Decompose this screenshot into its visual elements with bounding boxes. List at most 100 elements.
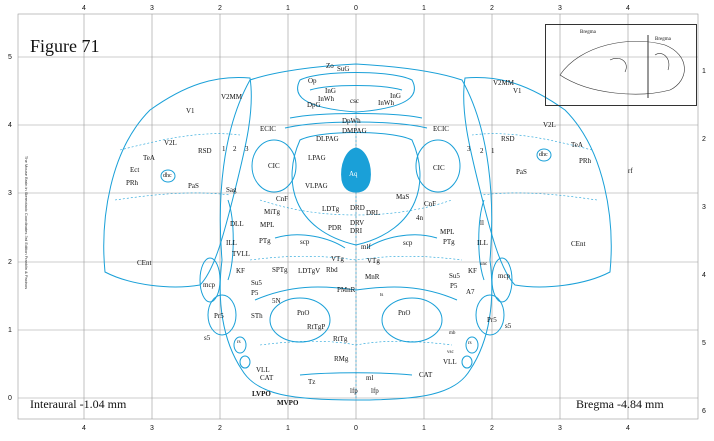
label-ptg-right: PTg <box>443 238 455 246</box>
label-lpag: LPAG <box>308 154 326 162</box>
axis-bottom-tick: 4 <box>626 425 630 432</box>
label-cic-right: CIC <box>433 164 445 172</box>
label-ill-left: ILL <box>226 239 237 247</box>
label-ing-left: InG <box>325 87 336 95</box>
label-a7: A7 <box>466 288 475 296</box>
label-rsd-right: RSD <box>501 135 515 143</box>
axis-bottom-tick: 1 <box>422 425 426 432</box>
label-tvll: TVLL <box>232 250 250 258</box>
axis-bottom-tick: 2 <box>490 425 494 432</box>
label-p5-left: P5 <box>251 289 259 297</box>
label-mpl-right: MPL <box>440 228 455 236</box>
label-sptg: SPTg <box>272 266 288 274</box>
label-layer-1-right: 1 <box>491 147 495 155</box>
label-layer-2-right: 2 <box>480 147 484 155</box>
label-pr5-right: Pr5 <box>487 316 497 324</box>
axis-left-tick: 1 <box>8 327 12 334</box>
side-credit: The Mouse Brain in Stereotaxic Coordinat… <box>24 155 30 290</box>
label-mnr: MnR <box>365 273 380 281</box>
label-layer-1: 1 <box>222 145 226 153</box>
label-unc-right: unc <box>480 262 488 267</box>
label-ptg-left: PTg <box>259 237 271 245</box>
label-cent-left: CEnt <box>137 259 152 267</box>
label-rs-right: rs <box>468 341 472 346</box>
label-sug: SuG <box>337 65 350 73</box>
axis-top-tick: 4 <box>626 5 630 12</box>
label-dmpag: DMPAG <box>342 127 367 135</box>
grid-lines <box>17 13 699 420</box>
axis-top-tick: 3 <box>558 5 562 12</box>
label-mitg: MiTg <box>264 208 280 216</box>
label-ml: ml <box>366 374 374 382</box>
label-pdr: PDR <box>328 224 342 232</box>
axis-bottom-tick: 4 <box>82 425 86 432</box>
label-kf-left: KF <box>236 267 245 275</box>
label-v2l-left: V2L <box>164 139 177 147</box>
label-su5-left: Su5 <box>251 279 262 287</box>
label-ldtgv: LDTgV <box>298 267 321 275</box>
axis-right-tick: 4 <box>702 272 706 279</box>
label-mpl-left: MPL <box>260 221 275 229</box>
interaural-label: Interaural -1.04 mm <box>30 397 127 411</box>
label-ill-right: ILL <box>477 239 488 247</box>
label-vtg-right: VTg <box>367 257 380 265</box>
label-mcp-right: mcp <box>498 272 511 280</box>
label-dpg: DpG <box>307 101 321 109</box>
label-v1-right: V1 <box>513 87 522 95</box>
label-pno-left: PnO <box>297 309 310 317</box>
label-rttg: RtTg <box>333 335 348 343</box>
label-p5-right: P5 <box>450 282 458 290</box>
label-tz: Tz <box>308 378 316 386</box>
label-ll: ll <box>480 219 484 227</box>
label-dll: DLL <box>230 220 244 228</box>
axis-bottom-tick: 3 <box>558 425 562 432</box>
label-cat-right: CAT <box>419 371 433 379</box>
label-sag: Sag <box>226 186 237 194</box>
axis-top-tick: 1 <box>422 5 426 12</box>
axis-left-tick: 3 <box>8 190 12 197</box>
label-rs-left: rs <box>237 340 241 345</box>
axis-bottom-tick: 1 <box>286 425 290 432</box>
label-tea-left: TeA <box>143 154 155 162</box>
label-ing-right: InG <box>390 92 401 100</box>
aq-label: Aq <box>349 170 358 178</box>
axis-right-tick: 5 <box>702 340 706 347</box>
label-inwh-left: InWh <box>318 95 334 103</box>
label-rmg: RMg <box>334 355 349 363</box>
axis-left-tick: 0 <box>8 395 12 402</box>
label-layer-3: 3 <box>245 145 249 153</box>
label-cent-right: CEnt <box>571 240 586 248</box>
figure-title: Figure 71 <box>30 36 100 56</box>
label-ect: Ect <box>130 166 140 174</box>
label-scp-left: scp <box>300 238 310 246</box>
label-dhc-right: dhc <box>539 152 548 158</box>
axis-top-tick: 1 <box>286 5 290 12</box>
axis-left-tick: 4 <box>8 122 12 129</box>
label-kf-right: KF <box>468 267 477 275</box>
label-drd: DRD <box>350 204 365 212</box>
label-vlpag: VLPAG <box>305 182 328 190</box>
label-pmnr: PMnR <box>337 286 356 294</box>
axis-top-tick: 2 <box>218 5 222 12</box>
label-cnf-left: CnF <box>276 195 289 203</box>
inset-schematic <box>559 35 685 98</box>
label-lvpo: LVPO <box>252 390 271 398</box>
label-layer-3-right: 3 <box>467 145 471 153</box>
label-s5-left: s5 <box>204 334 211 342</box>
label-mlf: mlf <box>361 243 371 251</box>
inset-title-left: Bregma <box>580 30 596 35</box>
axis-top-tick: 4 <box>82 5 86 12</box>
label-tea-right: TeA <box>571 141 583 149</box>
label-rsd-left: RSD <box>198 147 212 155</box>
axis-top-tick: 3 <box>150 5 154 12</box>
label-drl: DRL <box>366 209 380 217</box>
bregma-label: Bregma -4.84 mm <box>576 397 664 411</box>
label-dpwh: DpWh <box>342 117 361 125</box>
label-v2mm-left: V2MM <box>221 93 243 101</box>
label-vll-right: VLL <box>443 358 457 366</box>
label-4n: 4n <box>416 214 423 222</box>
label-s5-right: s5 <box>505 322 512 330</box>
label-ts: ts <box>380 293 384 298</box>
axis-top-tick: 2 <box>490 5 494 12</box>
